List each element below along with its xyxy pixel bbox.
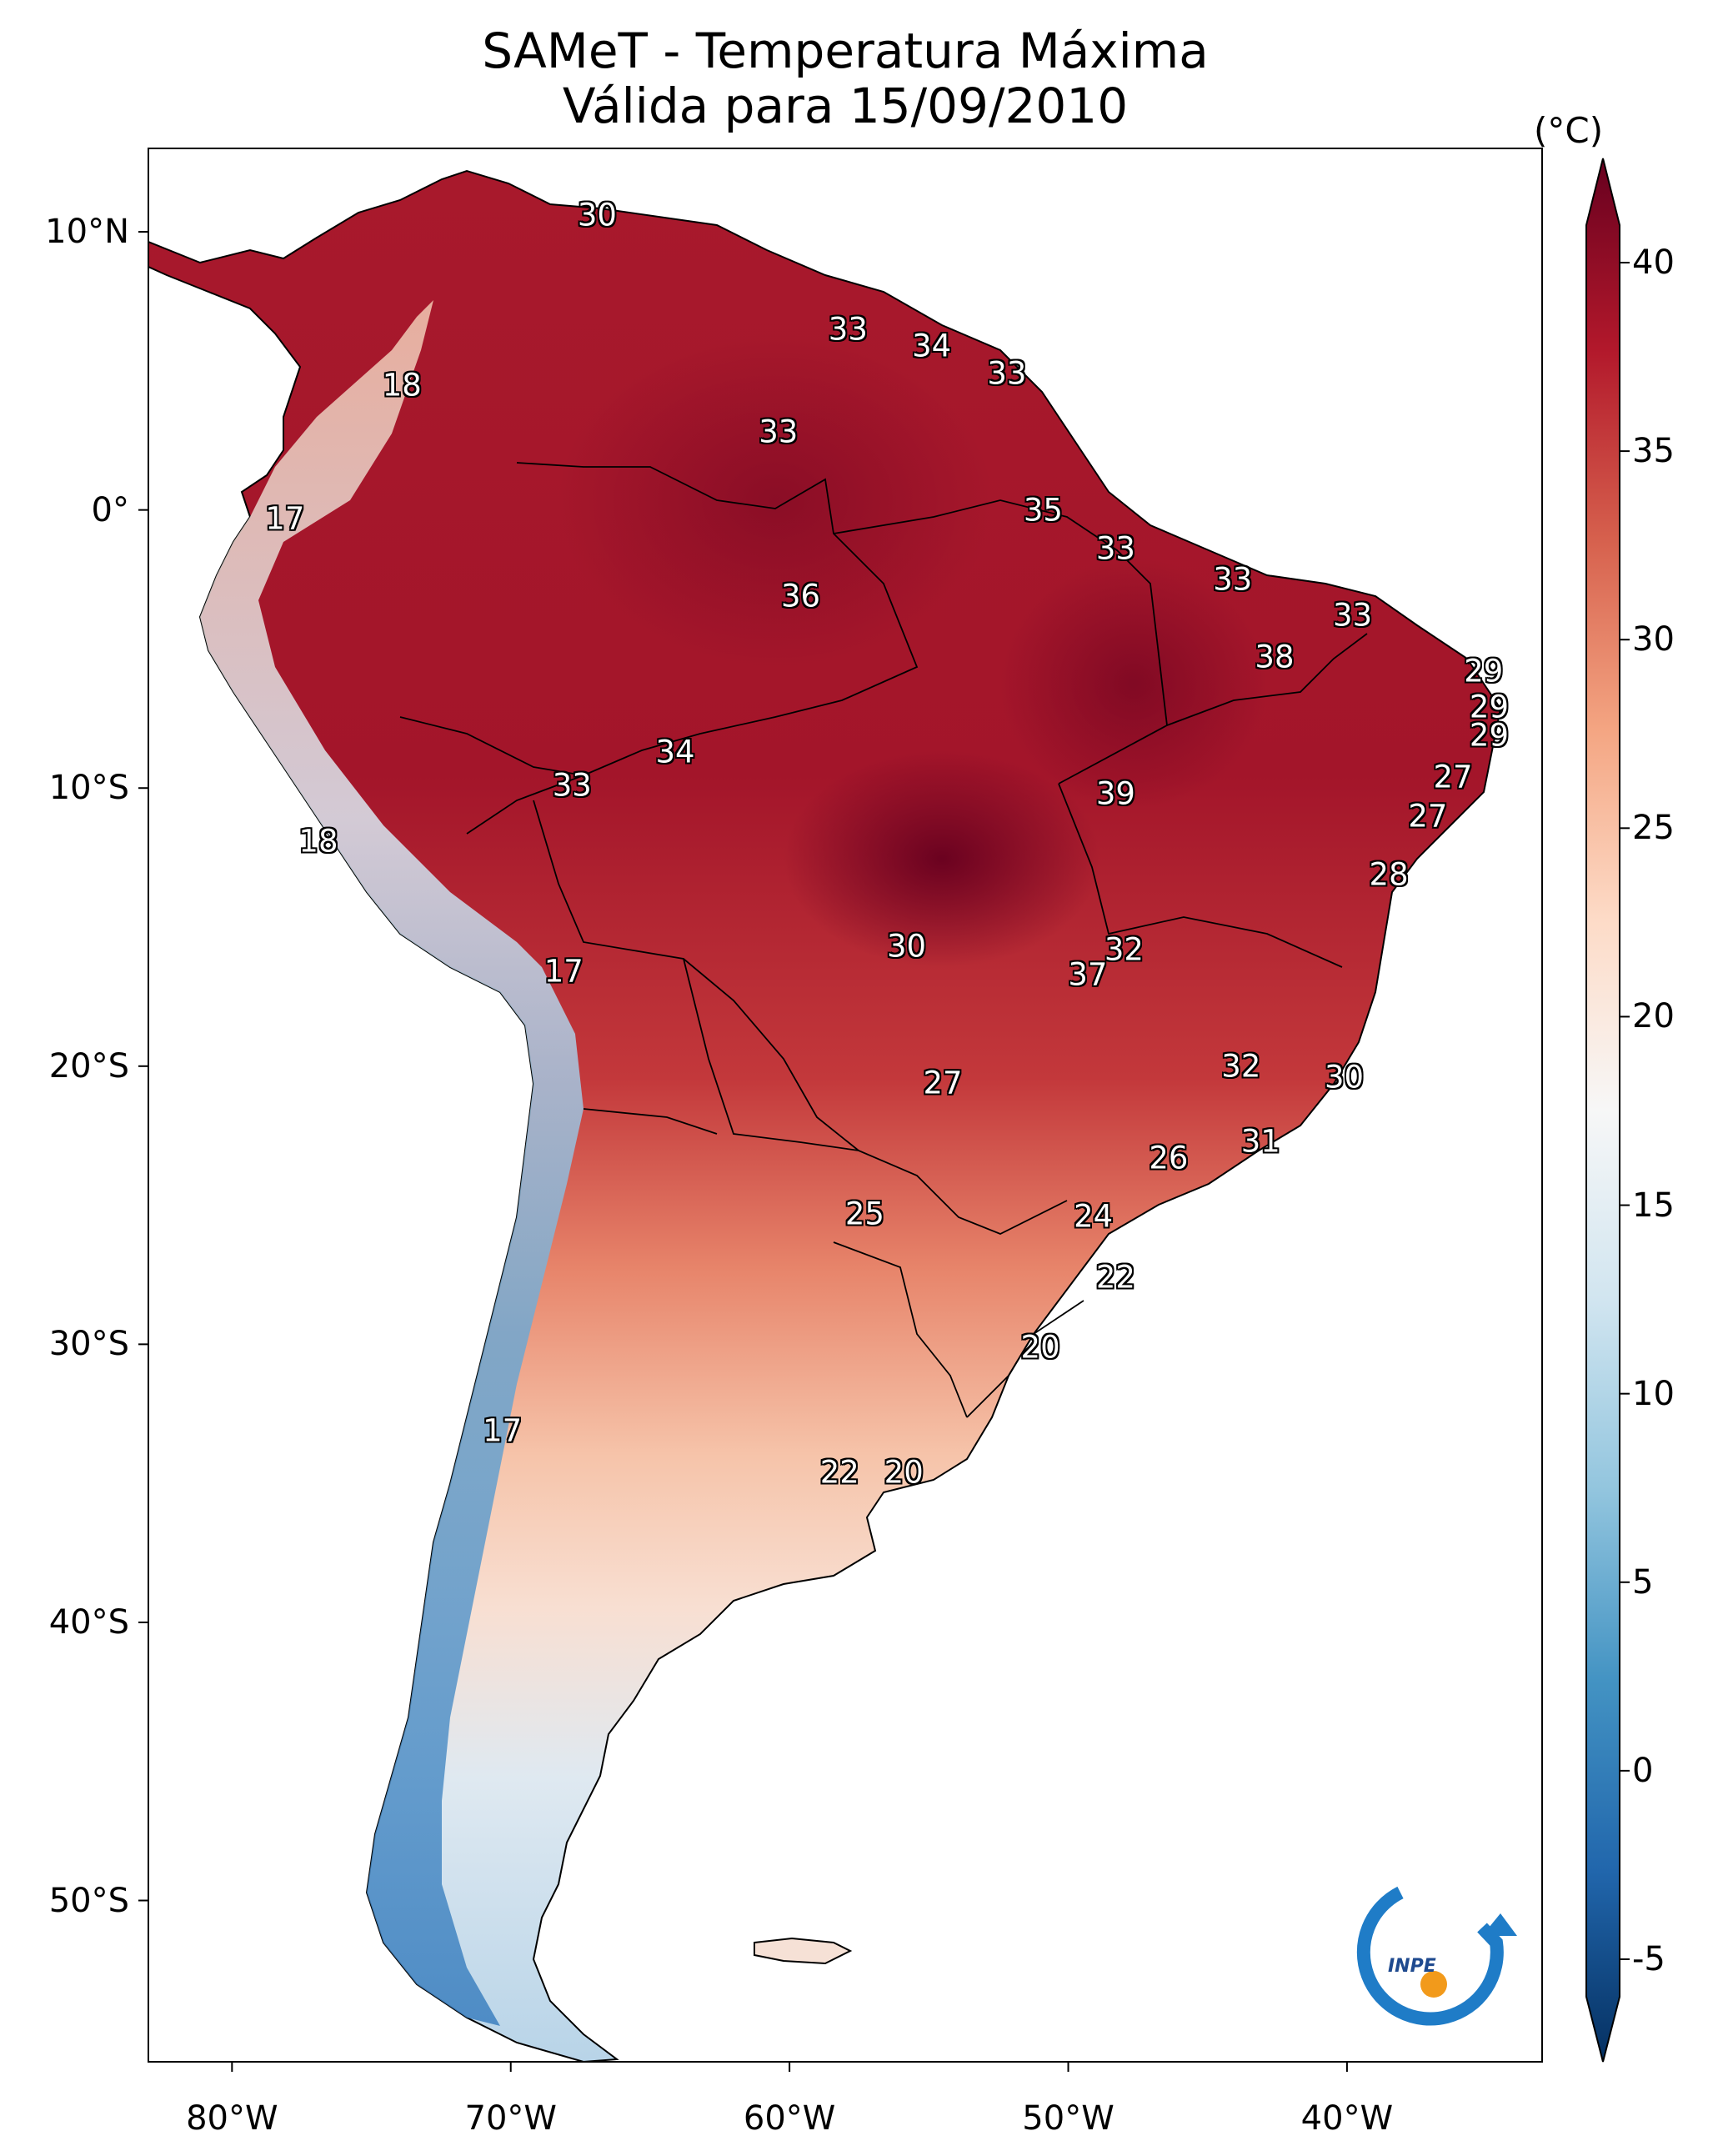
logo-arc: [1356, 1886, 1504, 2026]
andes-cool-band: [200, 300, 584, 2026]
temperature-label: 22: [1095, 1259, 1135, 1296]
temperature-label: 29: [1464, 653, 1504, 689]
country-boundaries: [399, 462, 1368, 1418]
temperature-label: 31: [1240, 1123, 1280, 1160]
temperature-label: 22: [819, 1454, 859, 1491]
colorbar-tick-label: 30: [1632, 620, 1675, 659]
temperature-label: 20: [884, 1454, 924, 1491]
lat-tick-label: 40°S: [48, 1602, 129, 1642]
map-layer: [148, 169, 1502, 2062]
colorbar-tick-marks: [1620, 262, 1630, 1960]
colorbar-tick-label: 10: [1632, 1374, 1675, 1413]
temperature-label: 33: [552, 767, 592, 804]
colorbar-tick-label: 25: [1632, 809, 1675, 848]
lon-tick-label: 80°W: [186, 2099, 278, 2138]
temperature-label: 28: [1369, 856, 1409, 893]
map-subtitle: Válida para 15/09/2010: [562, 78, 1129, 134]
temperature-label: 27: [1433, 759, 1473, 795]
temperature-label: 36: [780, 578, 821, 614]
logo-sun: [1420, 1971, 1447, 1998]
temperature-label: 37: [1068, 956, 1108, 993]
colorbar-unit: (°C): [1534, 110, 1604, 151]
temperature-label: 27: [1408, 798, 1448, 835]
temperature-label: 17: [543, 953, 584, 990]
lat-tick-label: 10°N: [45, 213, 129, 252]
temperature-label: 32: [1104, 931, 1144, 968]
temperature-label: 20: [1020, 1329, 1060, 1366]
lat-tick-label: 10°S: [48, 769, 129, 808]
lon-tick-label: 60°W: [743, 2099, 836, 2138]
lat-tick-label: 30°S: [48, 1325, 129, 1364]
temperature-label: 33: [1213, 561, 1253, 598]
temperature-label: 38: [1255, 639, 1295, 675]
colorbar-tick-label: 15: [1632, 1186, 1675, 1225]
temperature-label: 34: [655, 734, 695, 770]
temperature-label: 18: [382, 367, 422, 404]
temperature-label: 24: [1074, 1198, 1114, 1235]
temperature-label: 33: [759, 414, 799, 450]
lat-tick-marks: [138, 231, 148, 1902]
temperature-label: 33: [1333, 597, 1373, 634]
colorbar-tick-label: 40: [1632, 243, 1675, 282]
temperature-label: 27: [923, 1065, 963, 1101]
lat-tick-label: 0°: [91, 490, 129, 529]
colorbar: [1585, 158, 1620, 2063]
map-frame: [148, 148, 1543, 2063]
lat-tick-label: 50°S: [48, 1881, 129, 1920]
temperature-label: 26: [1149, 1140, 1189, 1176]
colorbar-tick-label: -5: [1632, 1940, 1665, 1978]
temperature-label: 34: [912, 328, 952, 364]
colorbar-tick-label: 20: [1632, 997, 1675, 1036]
falkland-islands: [754, 1937, 853, 1965]
colorbar-tick-label: 35: [1632, 432, 1675, 471]
temperature-label: 33: [1095, 530, 1135, 567]
temperature-label: 30: [887, 928, 927, 965]
heat-core-northeast: [1000, 559, 1267, 809]
temperature-label: 33: [828, 311, 868, 348]
temperature-label: 18: [298, 823, 338, 860]
temperature-label: 32: [1221, 1048, 1261, 1085]
lon-tick-marks: [231, 2062, 1348, 2072]
logo-text: INPE: [1388, 1956, 1436, 1977]
temperature-label: 30: [577, 197, 617, 233]
inpe-logo: INPE: [1356, 1886, 1517, 2026]
temperature-label: 30: [1325, 1059, 1365, 1096]
temperature-label: 25: [844, 1196, 884, 1232]
colorbar-tick-label: 0: [1632, 1751, 1654, 1790]
lon-tick-label: 40°W: [1300, 2099, 1394, 2138]
lon-tick-label: 70°W: [464, 2099, 557, 2138]
temperature-label: 33: [987, 355, 1027, 392]
temperature-label: 29: [1469, 689, 1509, 725]
temperature-label: 35: [1023, 492, 1063, 529]
colorbar-tick-label: 5: [1632, 1562, 1654, 1602]
lon-tick-label: 50°W: [1022, 2099, 1114, 2138]
heat-core-central-brazil: [784, 750, 1100, 967]
temperature-label: 17: [265, 500, 305, 537]
temperature-label: 29: [1469, 717, 1509, 754]
heat-core-amazon: [558, 333, 992, 667]
map-title: SAMeT - Temperatura Máxima: [482, 23, 1209, 79]
lat-tick-label: 20°S: [48, 1046, 129, 1086]
logo-arrow: [1482, 1913, 1517, 1936]
temperature-label: 17: [483, 1412, 523, 1449]
temperature-label: 39: [1095, 775, 1135, 812]
